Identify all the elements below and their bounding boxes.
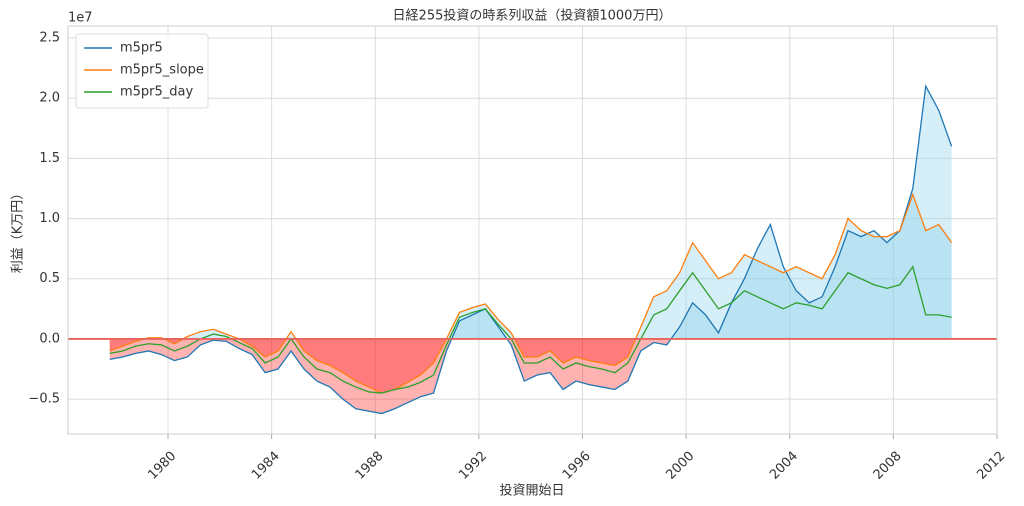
y-tick-label: −0.5 [28,392,60,407]
chart-title: 日経255投資の時系列収益（投資額1000万円） [393,8,672,24]
series-line [109,265,952,394]
area-negative [109,338,636,394]
legend-label: m5pr5 [120,41,163,56]
y-tick-label: 1.5 [39,151,60,166]
y-tick-label: 0.5 [39,271,60,286]
y-offset-label: 1e7 [68,11,93,26]
area-positive [109,86,952,339]
area-positive [109,194,952,339]
series-line [109,192,953,394]
y-axis-label: 利益（K万円） [11,187,26,274]
y-tick-label: 1.0 [39,211,60,226]
legend-label: m5pr5_day [120,85,194,100]
y-tick-label: 0.0 [39,331,60,346]
legend-box [75,33,209,109]
plot-frame [67,25,998,435]
y-tick-label: 2.0 [39,91,60,106]
series-line [109,84,953,415]
y-tick-label: 2.5 [39,31,60,46]
x-axis-label: 投資開始日 [499,483,564,499]
legend-label: m5pr5_slope [120,63,204,78]
